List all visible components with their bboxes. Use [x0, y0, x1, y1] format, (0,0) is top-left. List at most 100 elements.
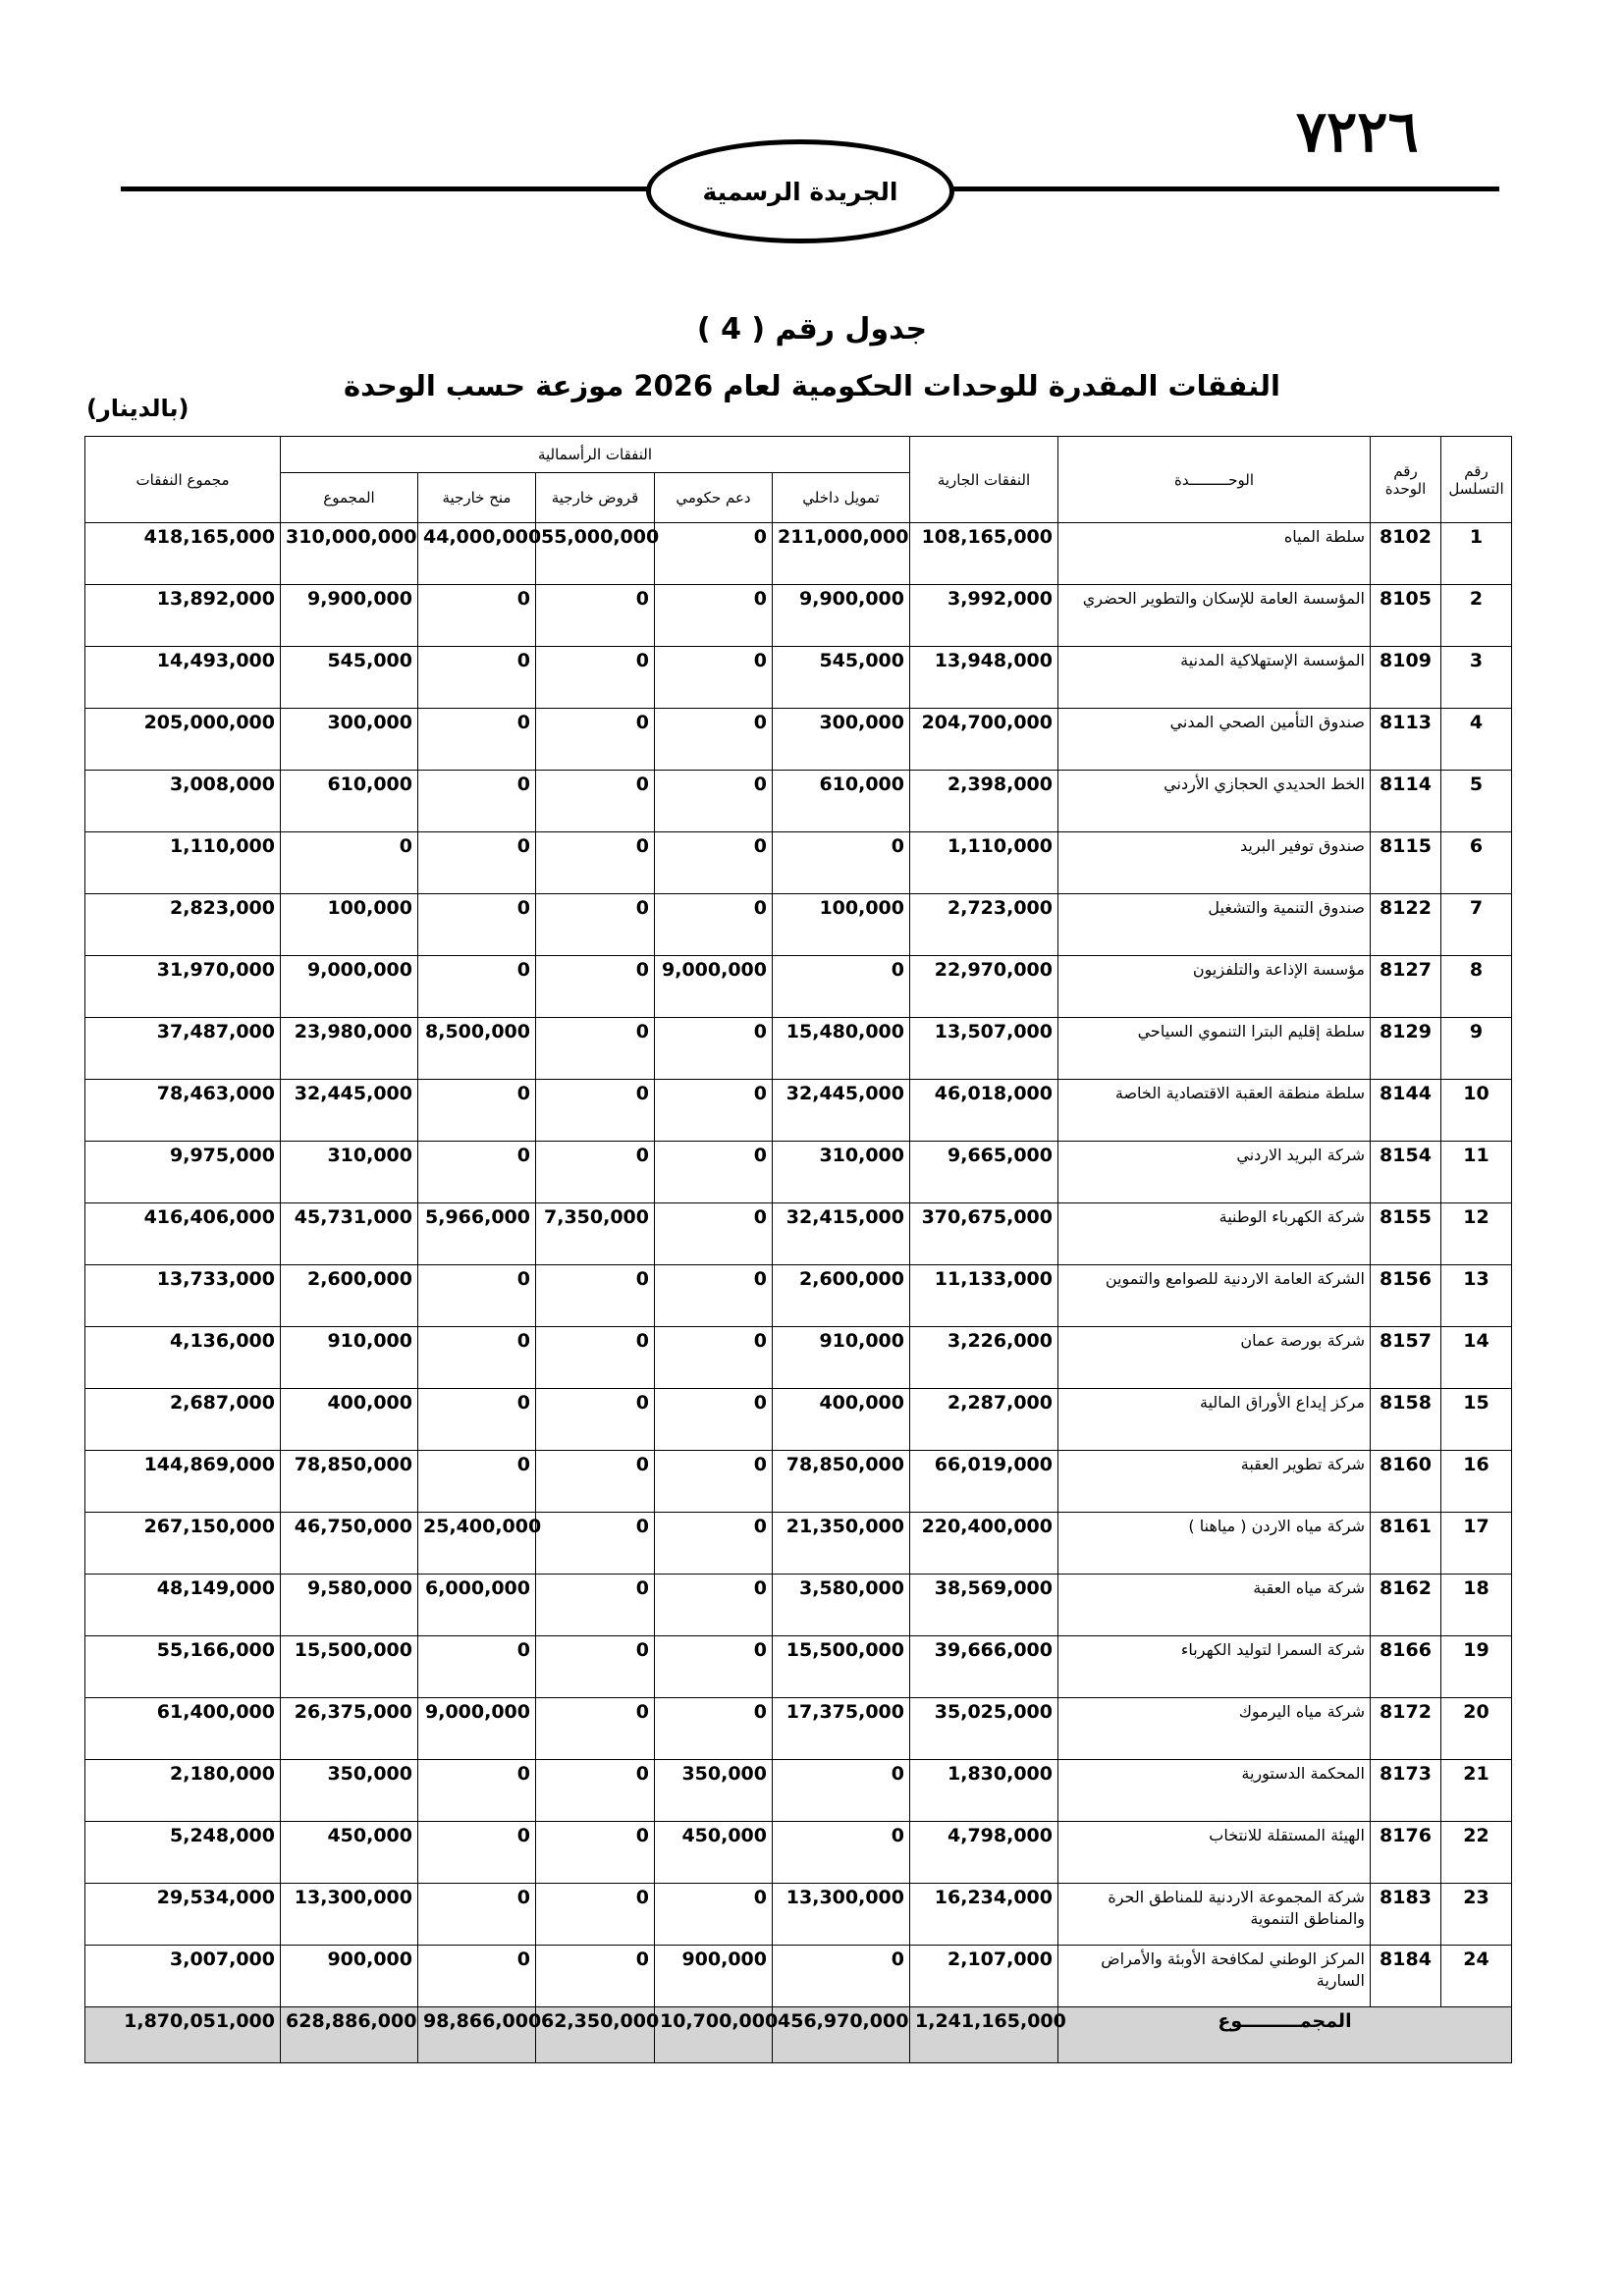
- table-cell: 66,019,000: [909, 1450, 1058, 1513]
- table-cell: 55,000,000: [535, 522, 659, 585]
- table-cell: 16,234,000: [909, 1883, 1058, 1946]
- table-cell: 0: [654, 522, 773, 585]
- table-cell: شركة الكهرباء الوطنية: [1057, 1202, 1371, 1265]
- table-cell: 2,600,000: [280, 1264, 418, 1327]
- table-cell: 0: [654, 1326, 773, 1389]
- total-row: المجمـــــــــوع 1,241,165,000 456,970,000…: [84, 2006, 1512, 2063]
- table-cell: 8162: [1370, 1574, 1441, 1636]
- table-cell: 21: [1440, 1759, 1512, 1822]
- table-row: 8 8127 مؤسسة الإذاعة والتلفزيون 22,970,000 0…: [84, 955, 1512, 1018]
- table-title: جدول رقم ( 4 ): [696, 312, 928, 347]
- table-cell: 0: [654, 1079, 773, 1142]
- table-cell: 17: [1440, 1512, 1512, 1575]
- table-row: 16 8160 شركة تطوير العقبة 66,019,000 78,850,…: [84, 1450, 1512, 1513]
- table-cell: 450,000: [280, 1821, 418, 1884]
- table-cell: 0: [417, 1635, 536, 1698]
- table-row: 24 8184 المركز الوطني لمكافحة الأوبئة والأ…: [84, 1945, 1512, 2007]
- table-cell: 32,445,000: [772, 1079, 910, 1142]
- table-cell: 5: [1440, 770, 1512, 832]
- header-cell: النفقات الرأسمالية: [280, 436, 910, 473]
- table-cell: 8144: [1370, 1079, 1441, 1142]
- table-cell: 15,500,000: [772, 1635, 910, 1698]
- table-row: 15 8158 مركز إيداع الأوراق المالية 2,287,00…: [84, 1388, 1512, 1451]
- header-cell: الوحـــــــــدة: [1057, 436, 1371, 523]
- table-cell: 0: [417, 646, 536, 709]
- table-cell: 0: [535, 1264, 655, 1327]
- table-cell: 0: [417, 955, 536, 1018]
- table-cell: 2,287,000: [909, 1388, 1058, 1451]
- table-cell: 8115: [1370, 831, 1441, 894]
- table-cell: 0: [417, 1079, 536, 1142]
- table-cell: 8109: [1370, 646, 1441, 709]
- table-cell: 0: [417, 893, 536, 956]
- table-cell: 0: [417, 584, 536, 647]
- table-cell: 7: [1440, 893, 1512, 956]
- table-cell: 38,569,000: [909, 1574, 1058, 1636]
- table-cell: 400,000: [772, 1388, 910, 1451]
- table-row: 22 8176 الهيئة المستقلة للانتخاب 4,798,000 0…: [84, 1821, 1512, 1884]
- table-cell: 220,400,000: [909, 1512, 1058, 1575]
- table-cell: 0: [535, 1697, 655, 1760]
- table-cell: المؤسسة الإستهلاكية المدنية: [1057, 646, 1371, 709]
- table-cell: 0: [654, 1264, 773, 1327]
- table-cell: 100,000: [772, 893, 910, 956]
- table-row: 6 8115 صندوق توفير البريد 1,110,000 0 0 0 0 0 1,1…: [84, 831, 1512, 894]
- table-cell: 0: [417, 1759, 536, 1822]
- table-row: 13 8156 الشركة العامة الاردنية للصوامع وال…: [84, 1264, 1512, 1327]
- table-cell: 211,000,000: [772, 522, 910, 585]
- table-cell: شركة البريد الاردني: [1057, 1141, 1371, 1203]
- table-cell: 13,507,000: [909, 1017, 1058, 1080]
- table-cell: شركة مياه الاردن ( مياهنا ): [1057, 1512, 1371, 1575]
- table-cell: 0: [535, 1079, 655, 1142]
- table-cell: 24: [1440, 1945, 1512, 2007]
- table-cell: 8158: [1370, 1388, 1441, 1451]
- table-cell: 8127: [1370, 955, 1441, 1018]
- table-cell: 9,580,000: [280, 1574, 418, 1636]
- page-number: ٧٢٢٦: [1296, 98, 1419, 165]
- table-cell: 0: [535, 1017, 655, 1080]
- table-cell: 0: [417, 1883, 536, 1946]
- table-cell: 8: [1440, 955, 1512, 1018]
- table-cell: 19: [1440, 1635, 1512, 1698]
- table-cell: 0: [772, 1945, 910, 2007]
- table-cell: شركة مياه اليرموك: [1057, 1697, 1371, 1760]
- table-row: 17 8161 شركة مياه الاردن ( مياهنا ) 220,400…: [84, 1512, 1512, 1575]
- table-cell: 8166: [1370, 1635, 1441, 1698]
- table-cell: 3,992,000: [909, 584, 1058, 647]
- header-cell: منح خارجية: [417, 472, 536, 523]
- table-cell: 2,107,000: [909, 1945, 1058, 2007]
- table-cell: 545,000: [772, 646, 910, 709]
- table-cell: سلطة المياه: [1057, 522, 1371, 585]
- table-cell: 9,000,000: [417, 1697, 536, 1760]
- table-cell: 25,400,000: [417, 1512, 541, 1575]
- header-cell: تمويل داخلي: [772, 472, 910, 523]
- table-cell: مركز إيداع الأوراق المالية: [1057, 1388, 1371, 1451]
- table-cell: سلطة منطقة العقبة الاقتصادية الخاصة: [1057, 1079, 1371, 1142]
- table-cell: 8,500,000: [417, 1017, 536, 1080]
- header-cell: دعم حكومي: [654, 472, 773, 523]
- table-cell: 8105: [1370, 584, 1441, 647]
- table-cell: 350,000: [280, 1759, 418, 1822]
- table-cell: 0: [654, 646, 773, 709]
- table-cell: صندوق التنمية والتشغيل: [1057, 893, 1371, 956]
- table-cell: 900,000: [280, 1945, 418, 2007]
- table-cell: 0: [417, 708, 536, 771]
- table-row: 3 8109 المؤسسة الإستهلاكية المدنية 13,948,0…: [84, 646, 1512, 709]
- table-cell: 2: [1440, 584, 1512, 647]
- table-cell: 0: [535, 1759, 655, 1822]
- table-cell: 9,665,000: [909, 1141, 1058, 1203]
- table-row: 18 8162 شركة مياه العقبة 38,569,000 3,580,00…: [84, 1574, 1512, 1636]
- table-cell: 23,980,000: [280, 1017, 418, 1080]
- table-cell: 300,000: [772, 708, 910, 771]
- table-cell: 13,733,000: [84, 1264, 281, 1327]
- table-cell: 8172: [1370, 1697, 1441, 1760]
- table-cell: 0: [654, 770, 773, 832]
- total-cell: 62,350,000: [535, 2006, 659, 2063]
- table-cell: 0: [654, 831, 773, 894]
- table-cell: 78,850,000: [280, 1450, 418, 1513]
- table-cell: 0: [417, 1141, 536, 1203]
- table-body: 1 8102 سلطة المياه 108,165,000 211,000,000 0 5…: [84, 522, 1512, 2063]
- table-cell: 144,869,000: [84, 1450, 281, 1513]
- table-cell: 4,136,000: [84, 1326, 281, 1389]
